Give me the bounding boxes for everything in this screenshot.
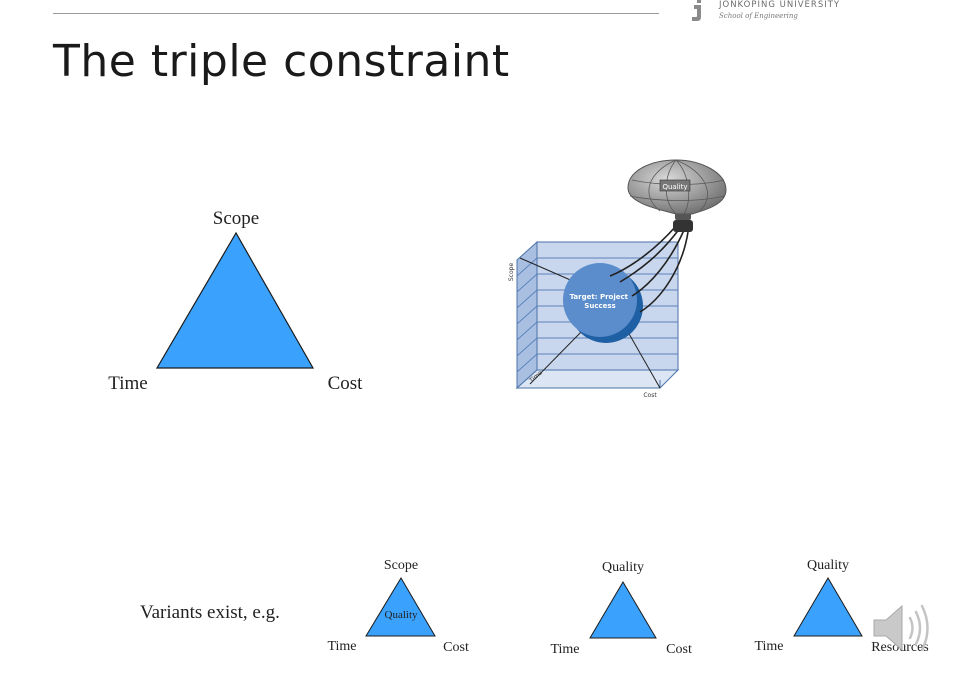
main-triangle-shape [155,231,315,369]
target-label-text-line2: Success [584,302,615,310]
main-triangle-left-label: Time [108,373,147,394]
balloon-basket [673,220,693,232]
variant-1-top-label: Scope [384,558,418,573]
target-label-text: Target: Project [570,293,629,301]
main-triangle-top-label: Scope [213,208,259,229]
university-logo: JÖNKÖPING UNIVERSITY School of Engineeri… [690,0,860,26]
variant-1-right-label: Cost [443,640,469,655]
variant-1-left-label: Time [327,639,356,654]
target-label: Target: Project Success [570,293,631,310]
variant-2-top-label: Quality [602,560,644,575]
box-horizontal-axis-label: Cost [643,392,657,399]
variant-2-shape [589,581,657,639]
box-constraint-lines [519,257,661,389]
variant-triangle-3: Quality Time Resources [754,558,928,655]
balloon-label: Quality [662,183,687,191]
variant-2-left-label: Time [550,642,579,657]
variant-2-right-label: Cost [666,642,692,657]
variants-label: Variants exist, e.g. [140,602,280,623]
variant-1-shape [365,577,436,637]
header-rule [53,13,659,14]
variant-1-center-label: Quality [385,609,418,621]
balloon-ropes [609,225,689,313]
balloon-panels [629,159,725,215]
box-diagram: Target: Project Success Quality Scope Ti… [508,159,727,399]
variant-3-left-label: Time [754,639,783,654]
variant-3-top-label: Quality [807,558,849,573]
target-circle [563,263,637,337]
university-logo-icon [692,0,701,21]
school-name: School of Engineering [719,12,798,20]
main-triangle-right-label: Cost [328,373,364,394]
page-title: The triple constraint [53,36,510,87]
main-triangle: Scope Time Cost [108,208,363,394]
variant-triangle-2: Quality Time Cost [550,560,691,657]
balloon-label-box [659,179,691,192]
box-vertical-axis-label: Scope [508,263,515,282]
university-name: JÖNKÖPING UNIVERSITY [719,0,841,10]
speaker-icon[interactable] [868,598,936,658]
variant-triangle-1: Scope Quality Time Cost [327,558,468,655]
variant-3-shape [793,577,863,637]
